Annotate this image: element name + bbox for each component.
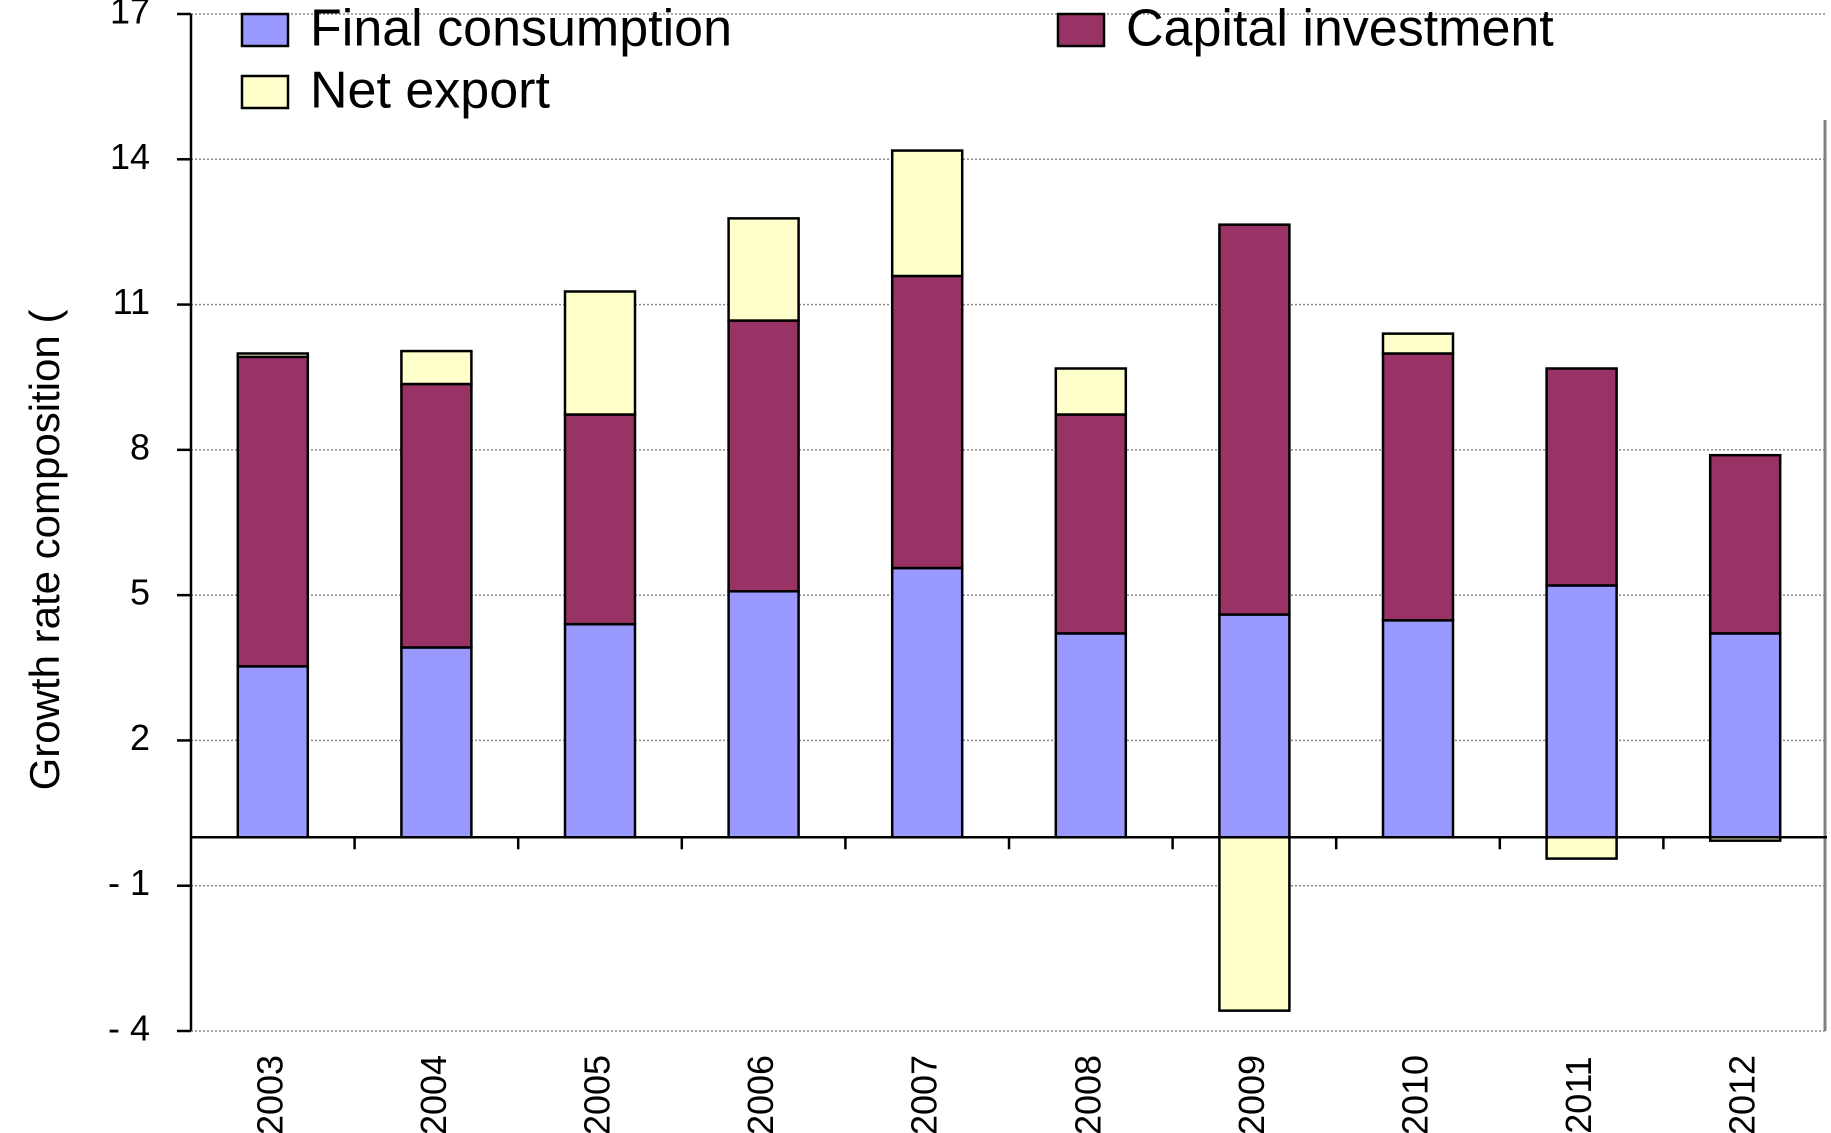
bar-segment	[1708, 632, 1782, 839]
x-tick-label: 2003	[249, 1055, 290, 1133]
y-tick-label: 17	[110, 0, 150, 32]
legend-label: Capital investment	[1126, 0, 1554, 58]
bar-segment	[1054, 413, 1128, 635]
y-tick-label: 8	[130, 426, 150, 467]
bar-segment	[727, 590, 800, 839]
x-tick-label: 2011	[1558, 1056, 1599, 1133]
bar-segment	[1381, 619, 1455, 839]
y-axis-label: Growth rate composition (	[21, 310, 68, 791]
y-tick-label: 2	[130, 717, 150, 758]
legend-label: Net export	[310, 62, 550, 120]
bar-segment	[890, 149, 964, 278]
y-tick-label: 14	[110, 136, 150, 177]
bar-segment	[1218, 223, 1291, 616]
bar-segment	[236, 355, 310, 668]
bar-segment	[727, 217, 800, 322]
bar-segment	[1545, 367, 1618, 587]
bar-segment	[890, 566, 964, 839]
bar-segment	[563, 413, 637, 626]
x-tick-label: 2008	[1067, 1055, 1108, 1133]
bar-segment	[1545, 584, 1618, 839]
bar-segment	[1218, 613, 1291, 839]
x-tick-label: 2012	[1722, 1055, 1763, 1133]
y-tick-label: 5	[130, 572, 150, 613]
bar-segment	[563, 290, 637, 416]
legend-swatch	[240, 12, 290, 48]
bar-segment	[1218, 836, 1291, 1012]
bar-segment	[1545, 836, 1618, 860]
legend-label: Final consumption	[310, 0, 732, 58]
bar-segment	[236, 352, 310, 359]
y-tick-label: 11	[113, 281, 150, 322]
bar-segment	[1381, 332, 1455, 355]
x-tick-label: 2009	[1231, 1055, 1272, 1133]
bar-segment	[400, 349, 473, 386]
y-tick-label: - 4	[108, 1008, 150, 1049]
bar-segment	[1381, 352, 1455, 622]
bar-segment	[400, 646, 473, 839]
bar-segment	[1054, 632, 1128, 839]
bar-segment	[890, 274, 964, 570]
legend-swatch	[1056, 12, 1106, 48]
x-tick-label: 2010	[1395, 1055, 1436, 1133]
x-tick-label: 2006	[740, 1055, 781, 1133]
x-tick-label: 2004	[413, 1055, 454, 1133]
y-tick-label: - 1	[108, 862, 150, 903]
bar-segment	[1054, 367, 1128, 416]
bar-segment	[1708, 453, 1782, 635]
x-tick-label: 2005	[577, 1055, 618, 1133]
bar-segment	[727, 319, 800, 593]
bar-segment	[563, 622, 637, 839]
bar-segment	[236, 665, 310, 839]
bar-segment	[400, 382, 473, 649]
x-tick-label: 2007	[904, 1055, 945, 1133]
legend-swatch	[240, 74, 290, 110]
